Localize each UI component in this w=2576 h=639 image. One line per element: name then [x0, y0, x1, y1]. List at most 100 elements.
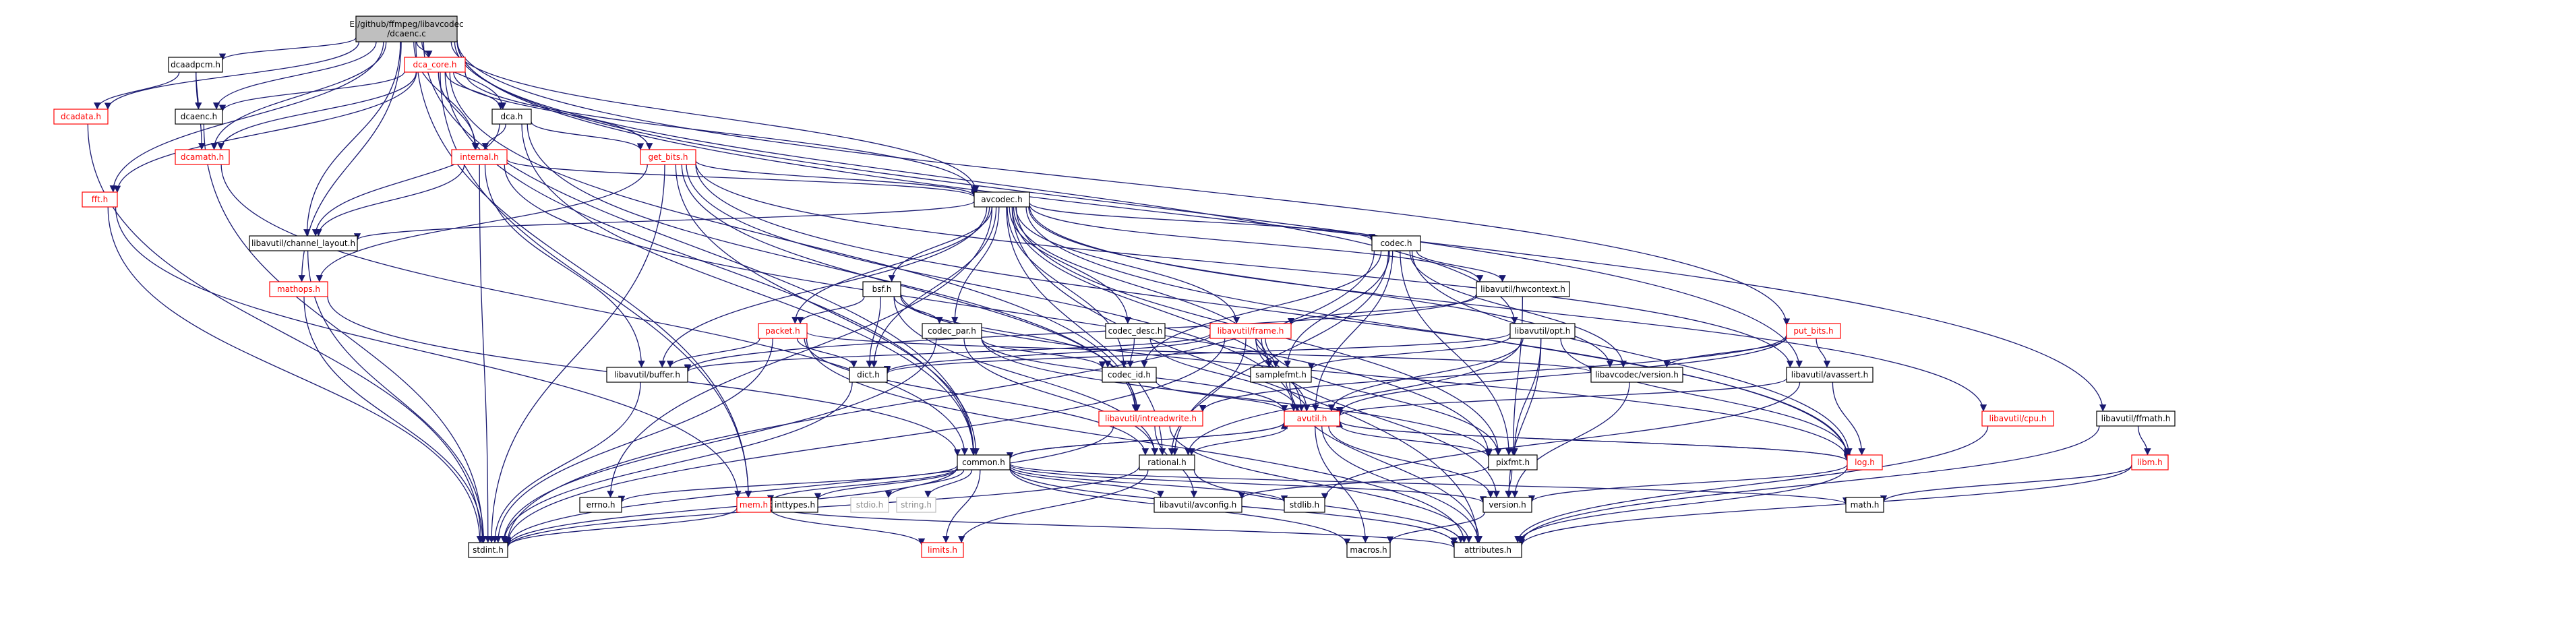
node-attributes[interactable]: attributes.h: [1454, 542, 1522, 558]
node-codec_id[interactable]: codec_id.h: [1102, 367, 1157, 383]
edge-codec_h-to-codec_id: [1141, 250, 1382, 368]
node-put_bits[interactable]: put_bits.h: [1786, 323, 1841, 339]
node-box-attributes: [1454, 542, 1522, 558]
node-dcadata[interactable]: dcadata.h: [53, 109, 109, 125]
node-label-channel_layout: libavutil/channel_layout.h: [251, 239, 355, 248]
node-dcaenc_h[interactable]: dcaenc.h: [175, 109, 223, 125]
node-macros[interactable]: macros.h: [1346, 542, 1391, 558]
node-label-opt: libavutil/opt.h: [1515, 326, 1571, 336]
node-codec_h[interactable]: codec.h: [1371, 235, 1421, 251]
node-codec_par[interactable]: codec_par.h: [922, 323, 982, 339]
edge-opt-to-avutil: [1327, 338, 1524, 412]
edge-codec_par-to-rational: [963, 338, 1159, 456]
node-box-mathops: [269, 281, 328, 297]
edge-avutil-to-rational: [1188, 425, 1288, 456]
node-buffer[interactable]: libavutil/buffer.h: [606, 367, 688, 383]
node-opt[interactable]: libavutil/opt.h: [1509, 323, 1576, 339]
node-dict[interactable]: dict.h: [849, 367, 888, 383]
node-string[interactable]: string.h: [896, 497, 936, 513]
node-mem[interactable]: mem.h: [736, 497, 771, 513]
node-packet[interactable]: packet.h: [758, 323, 808, 339]
node-box-math: [1845, 497, 1884, 513]
node-dcaadpcm[interactable]: dcaadpcm.h: [168, 57, 223, 73]
node-mathops[interactable]: mathops.h: [269, 281, 328, 297]
node-ffmath[interactable]: libavutil/ffmath.h: [2096, 410, 2176, 427]
node-stdlib[interactable]: stdlib.h: [1284, 497, 1325, 513]
node-stdio[interactable]: stdio.h: [850, 497, 889, 513]
node-libm[interactable]: libm.h: [2131, 454, 2169, 470]
node-box-dcadata: [53, 109, 109, 125]
node-label-util_version: version.h: [1489, 500, 1526, 510]
node-math[interactable]: math.h: [1845, 497, 1884, 513]
edge-common-to-avconfig: [1009, 467, 1164, 498]
edge-codec_h-to-avc_version: [1409, 250, 1627, 368]
node-label-get_bits: get_bits.h: [648, 152, 688, 162]
node-internal[interactable]: internal.h: [451, 149, 508, 165]
node-dca_h[interactable]: dca.h: [491, 109, 532, 125]
node-intreadwrite[interactable]: libavutil/intreadwrite.h: [1098, 410, 1203, 427]
edge-common-to-math: [1009, 463, 1849, 505]
node-box-codec_par: [922, 323, 982, 339]
node-label-codec_h: codec.h: [1381, 239, 1412, 248]
edge-root-to-dcamath: [210, 41, 387, 150]
node-avc_version[interactable]: libavcodec/version.h: [1590, 367, 1683, 383]
node-box-mem: [736, 497, 771, 513]
node-samplefmt[interactable]: samplefmt.h: [1250, 367, 1312, 383]
edge-get_bits-to-avassert: [695, 162, 1794, 368]
edge-bsf-to-packet: [796, 296, 865, 324]
node-cpu[interactable]: libavutil/cpu.h: [1981, 410, 2054, 427]
node-avassert[interactable]: libavutil/avassert.h: [1786, 367, 1874, 383]
node-codec_desc[interactable]: codec_desc.h: [1105, 323, 1166, 339]
edge-put_bits-to-avassert: [1816, 338, 1831, 368]
node-box-intreadwrite: [1098, 410, 1203, 427]
node-box-avcodec: [974, 191, 1030, 208]
edge-internal-to-avcodec: [506, 158, 978, 198]
edge-get_bits-to-mathops: [316, 164, 648, 282]
node-common[interactable]: common.h: [957, 454, 1011, 470]
node-fft[interactable]: fft.h: [82, 191, 118, 208]
edge-rational-to-limits: [958, 469, 1149, 543]
node-box-samplefmt: [1250, 367, 1312, 383]
node-avcodec[interactable]: avcodec.h: [974, 191, 1030, 208]
edge-layer: [87, 37, 2151, 549]
node-log[interactable]: log.h: [1847, 454, 1883, 470]
edge-get_bits-to-common: [675, 164, 980, 456]
node-bsf[interactable]: bsf.h: [862, 281, 901, 297]
edge-opt-to-samplefmt: [1307, 336, 1511, 370]
edge-avcodec-to-channel_layout: [354, 201, 975, 241]
node-limits[interactable]: limits.h: [921, 542, 964, 558]
node-hwcontext[interactable]: libavutil/hwcontext.h: [1476, 281, 1570, 297]
node-get_bits[interactable]: get_bits.h: [640, 149, 696, 165]
node-dcamath[interactable]: dcamath.h: [175, 149, 230, 165]
node-root[interactable]: E:/github/ffmpeg/libavcodec/dcaenc.c: [349, 16, 464, 42]
edge-codec_par-to-stdint: [500, 338, 937, 543]
edge-bsf-to-codec_id: [900, 295, 1112, 368]
edge-packet-to-attributes: [806, 338, 1468, 543]
edge-dca_core-to-get_bits: [453, 71, 653, 150]
node-dca_core[interactable]: dca_core.h: [404, 57, 466, 73]
edge-root-to-put_bits: [456, 40, 1791, 326]
edge-fft-to-stdint: [107, 206, 483, 543]
edge-rational-to-stdint: [504, 466, 1140, 548]
edge-frame-to-stdint: [504, 338, 1226, 545]
node-pixfmt[interactable]: pixfmt.h: [1488, 454, 1538, 470]
node-inttypes[interactable]: inttypes.h: [771, 497, 818, 513]
node-avconfig[interactable]: libavutil/avconfig.h: [1154, 497, 1242, 513]
node-avutil[interactable]: avutil.h: [1284, 410, 1340, 427]
node-rational[interactable]: rational.h: [1139, 454, 1195, 470]
edge-opt-to-pixfmt: [1511, 338, 1542, 456]
edge-buffer-to-stdint: [491, 382, 641, 543]
edge-mathops-to-stdint: [303, 296, 487, 543]
edge-dca_h-to-get_bits: [531, 121, 645, 150]
node-stdint[interactable]: stdint.h: [468, 542, 508, 558]
node-label-codec_par: codec_par.h: [928, 326, 976, 336]
node-util_version[interactable]: version.h: [1482, 497, 1532, 513]
node-label-mem: mem.h: [740, 500, 768, 510]
edge-intreadwrite-to-stdint: [504, 425, 1114, 547]
node-errno[interactable]: errno.h: [579, 497, 622, 513]
node-frame[interactable]: libavutil/frame.h: [1209, 323, 1292, 339]
node-channel_layout[interactable]: libavutil/channel_layout.h: [249, 235, 358, 251]
edge-common-to-avutil: [1009, 421, 1288, 460]
edge-dcamath-to-common: [220, 164, 969, 456]
edge-avcodec-to-buffer: [659, 206, 988, 368]
